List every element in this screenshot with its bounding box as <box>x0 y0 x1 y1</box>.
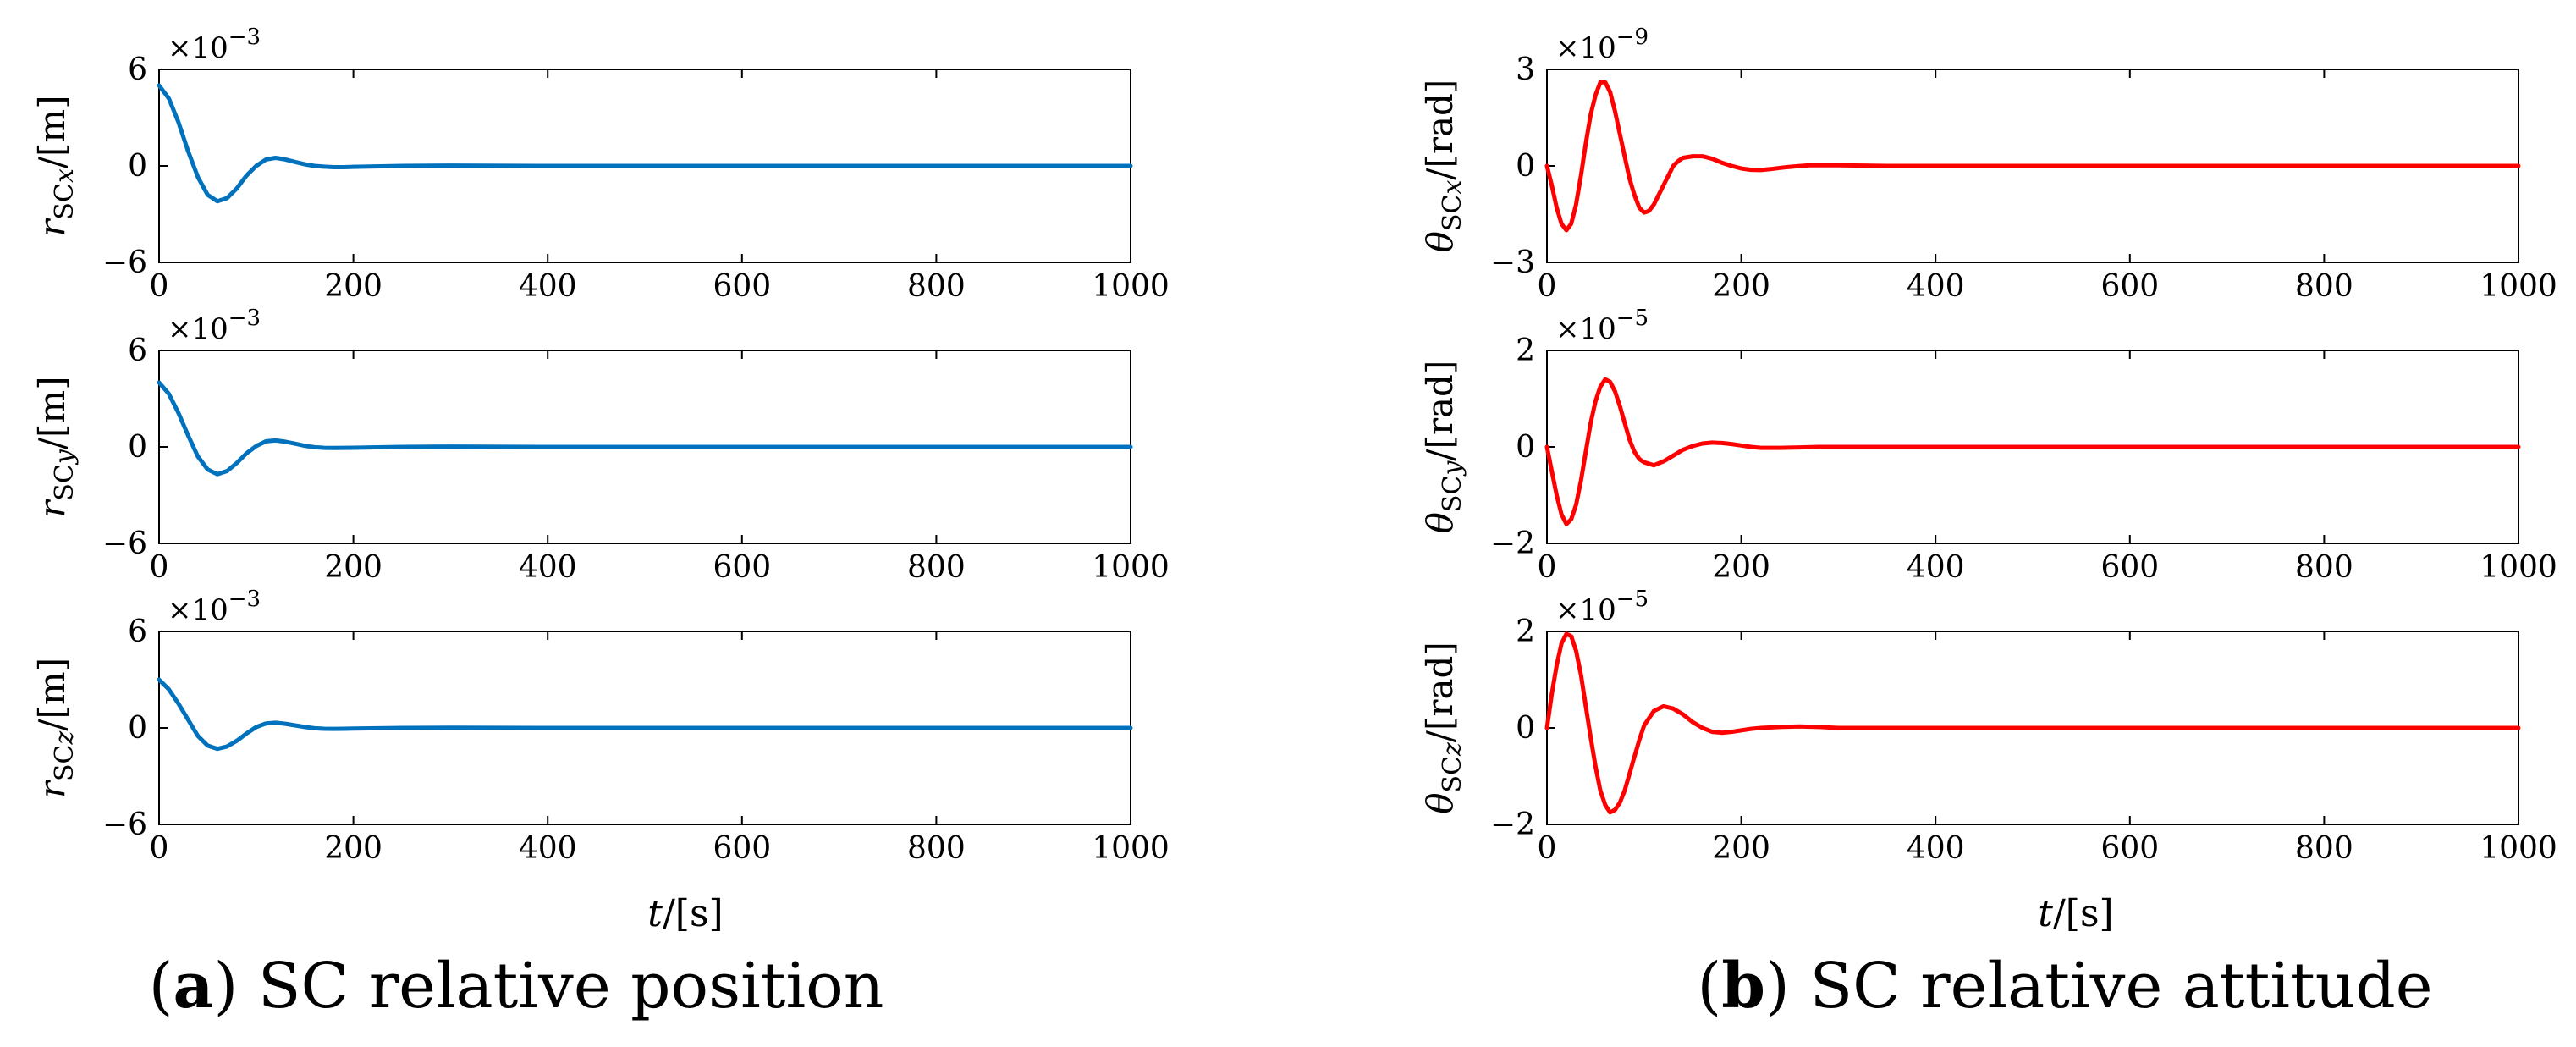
series-line-theta_SCx <box>1544 80 2521 233</box>
x-tick-label: 1000 <box>1092 269 1170 304</box>
series-line-r_SCy <box>157 380 1133 477</box>
x-tick-label: 800 <box>907 269 966 304</box>
y-tick-label: 2 <box>1516 614 1535 649</box>
y-tick-label: −6 <box>102 526 147 561</box>
x-tick-label: 400 <box>519 831 577 866</box>
axis-multiplier: ×10−3 <box>168 306 261 346</box>
x-tick-label: 1000 <box>2480 831 2557 866</box>
x-tick-label: 200 <box>1712 550 1770 585</box>
y-tick-label: 2 <box>1516 333 1535 368</box>
y-tick-label: −6 <box>102 245 147 280</box>
y-tick-label: 0 <box>128 430 147 465</box>
series-line-theta_SCy <box>1544 377 2521 526</box>
y-tick-label: 0 <box>128 149 147 184</box>
x-tick-label: 600 <box>713 550 771 585</box>
x-tick-label: 800 <box>2295 550 2353 585</box>
y-axis-label: θSCz/[rad] <box>1419 642 1467 814</box>
axis-multiplier: ×10−9 <box>1555 25 1649 65</box>
y-axis-label: rSCy/[m] <box>31 376 80 517</box>
caption-a: (a) SC relative position <box>149 950 884 1022</box>
x-tick-label: 1000 <box>2480 550 2557 585</box>
y-tick-label: 0 <box>128 711 147 746</box>
x-tick-label: 1000 <box>1092 550 1170 585</box>
x-tick-label: 400 <box>1907 269 1965 304</box>
x-axis-label-b: t/[s] <box>2038 892 2113 935</box>
x-tick-label: 800 <box>907 550 966 585</box>
x-tick-label: 800 <box>2295 831 2353 866</box>
series-line-r_SCx <box>157 83 1133 204</box>
x-tick-label: 0 <box>150 269 169 304</box>
y-axis-label: θSCx/[rad] <box>1419 80 1467 253</box>
y-tick-label: 0 <box>1516 149 1535 184</box>
axis-multiplier: ×10−5 <box>1555 306 1649 346</box>
caption-b: (b) SC relative attitude <box>1697 950 2432 1022</box>
y-axis-label: θSCy/[rad] <box>1419 361 1467 534</box>
x-axis-label-a: t/[s] <box>647 892 723 935</box>
y-tick-label: 6 <box>128 333 147 368</box>
x-tick-label: 0 <box>150 550 169 585</box>
x-tick-label: 1000 <box>2480 269 2557 304</box>
x-tick-label: 200 <box>1712 831 1770 866</box>
x-tick-label: 600 <box>2100 831 2159 866</box>
x-tick-label: 0 <box>1538 269 1557 304</box>
y-tick-label: 3 <box>1516 52 1535 87</box>
axis-multiplier: ×10−5 <box>1555 587 1649 627</box>
y-tick-label: 0 <box>1516 430 1535 465</box>
x-tick-label: 400 <box>1907 550 1965 585</box>
y-tick-label: −3 <box>1490 245 1535 280</box>
x-tick-label: 800 <box>2295 269 2353 304</box>
series-line-theta_SCz <box>1544 631 2521 815</box>
y-tick-label: −6 <box>102 807 147 842</box>
x-tick-label: 200 <box>324 550 383 585</box>
x-tick-label: 400 <box>519 269 577 304</box>
x-tick-label: 200 <box>324 269 383 304</box>
series-line-r_SCz <box>157 677 1133 752</box>
x-tick-label: 0 <box>1538 831 1557 866</box>
x-tick-label: 600 <box>713 831 771 866</box>
x-tick-label: 800 <box>907 831 966 866</box>
x-tick-label: 600 <box>2100 269 2159 304</box>
x-tick-label: 400 <box>1907 831 1965 866</box>
x-tick-label: 200 <box>324 831 383 866</box>
x-tick-label: 600 <box>2100 550 2159 585</box>
y-axis-label: rSCz/[m] <box>31 658 80 798</box>
x-tick-label: 1000 <box>1092 831 1170 866</box>
y-tick-label: −2 <box>1490 526 1535 561</box>
y-tick-label: 0 <box>1516 711 1535 746</box>
y-tick-label: −2 <box>1490 807 1535 842</box>
y-tick-label: 6 <box>128 614 147 649</box>
axis-multiplier: ×10−3 <box>168 587 261 627</box>
x-tick-label: 200 <box>1712 269 1770 304</box>
x-tick-label: 0 <box>150 831 169 866</box>
y-axis-label: rSCx/[m] <box>31 95 80 236</box>
x-tick-label: 0 <box>1538 550 1557 585</box>
y-tick-label: 6 <box>128 52 147 87</box>
x-tick-label: 600 <box>713 269 771 304</box>
x-tick-label: 400 <box>519 550 577 585</box>
axis-multiplier: ×10−3 <box>168 25 261 65</box>
